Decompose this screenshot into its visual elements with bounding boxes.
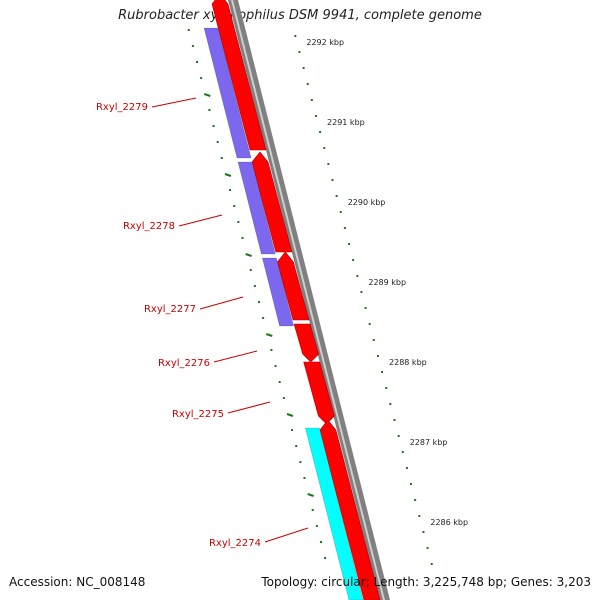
scale-ticks: 2292 kbp 2291 kbp 2290 kbp 2289 kbp 2288 kbp…	[187, 29, 468, 565]
scale-label: 2289 kbp	[368, 278, 406, 287]
genes-value: 3,203	[556, 575, 591, 589]
inner-tick	[245, 253, 252, 257]
reverse-strand-features	[203, 27, 364, 600]
scale-label: 2292 kbp	[306, 38, 344, 47]
scale-label: 2287 kbp	[410, 438, 448, 447]
gene-labels: Rxyl_2279 Rxyl_2278 Rxyl_2277 Rxyl_2276 Rxyl…	[96, 97, 309, 549]
gene-label-rxyl_2278: Rxyl_2278	[123, 221, 175, 232]
scale-label: 2291 kbp	[327, 118, 365, 127]
forward-strand-features	[211, 0, 381, 600]
inner-tick	[307, 493, 314, 497]
gene-leader-line	[151, 97, 197, 108]
topology-label: Topology:	[261, 575, 318, 589]
inner-tick	[224, 173, 232, 177]
gene-label-rxyl_2279: Rxyl_2279	[96, 102, 148, 113]
forward-cds-4	[293, 323, 320, 363]
scale-label: 2286 kbp	[430, 518, 468, 527]
forward-cds-1	[211, 0, 267, 151]
reverse-cds-3	[261, 257, 294, 327]
forward-cds-6	[319, 419, 381, 600]
gene-leader-line	[227, 401, 271, 414]
accession-info: Accession: NC_008148	[9, 575, 145, 589]
map-title: Rubrobacter xylanophilus DSM 9941, compl…	[118, 8, 482, 23]
gene-leader-line	[178, 214, 223, 227]
gene-label-rxyl_2276: Rxyl_2276	[158, 358, 210, 369]
gene-leader-line	[213, 350, 258, 363]
reverse-cds-4	[305, 427, 364, 600]
genome-stats: Topology: circular; Length: 3,225,748 bp…	[261, 575, 591, 589]
forward-cds-3	[277, 251, 310, 321]
inner-tick	[203, 93, 211, 97]
backbone-highlight	[231, 0, 385, 600]
inner-tick	[265, 333, 273, 337]
gene-label-rxyl_2274: Rxyl_2274	[209, 538, 261, 549]
forward-cds-2	[251, 151, 293, 253]
gene-leader-line	[264, 527, 309, 543]
genes-label: Genes:	[510, 575, 553, 589]
topology-value: circular	[321, 575, 366, 589]
forward-cds-5	[303, 361, 335, 425]
scale-label: 2290 kbp	[348, 198, 386, 207]
inner-tick	[286, 413, 294, 417]
gene-label-rxyl_2275: Rxyl_2275	[172, 409, 224, 420]
gene-leader-line	[199, 296, 244, 310]
reverse-cds-2	[237, 161, 276, 255]
backbone-layer	[228, 0, 390, 600]
accession-value: NC_008148	[76, 575, 146, 589]
length-value: 3,225,748 bp	[422, 575, 503, 589]
reverse-cds-1	[203, 27, 252, 159]
scale-label: 2288 kbp	[389, 358, 427, 367]
gene-label-rxyl_2277: Rxyl_2277	[144, 304, 196, 315]
accession-label: Accession:	[9, 575, 73, 589]
length-label: Length:	[373, 575, 420, 589]
